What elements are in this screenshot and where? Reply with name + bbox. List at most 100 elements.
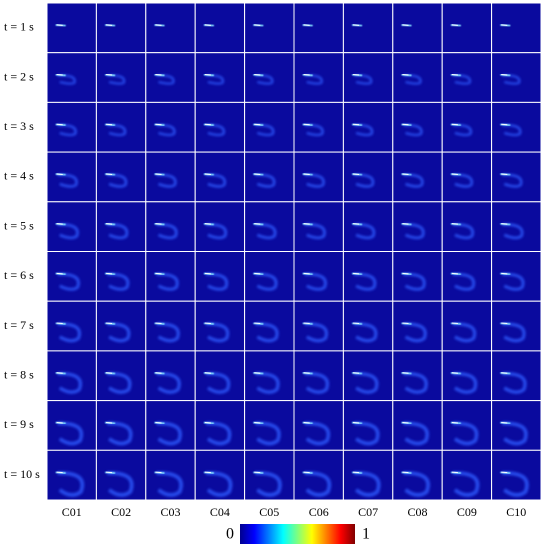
plume-tip — [402, 123, 409, 126]
plume-tip — [303, 123, 310, 126]
plume-arc — [57, 223, 79, 240]
plume-arc — [57, 471, 85, 497]
plume-arc — [403, 74, 422, 85]
plume-arc — [304, 322, 328, 343]
plume-tip — [303, 272, 310, 275]
plume-tip — [155, 223, 162, 225]
plume-tip — [155, 173, 162, 175]
plume-arc — [304, 272, 327, 291]
plume-tip — [451, 24, 458, 26]
plume-arc — [107, 372, 132, 394]
heatmap-cell — [95, 2, 147, 54]
plume-tip — [254, 74, 261, 76]
plume-tip — [402, 272, 409, 275]
heatmap-cell — [293, 2, 344, 54]
plume-arc — [255, 173, 276, 188]
plume-tip — [106, 24, 113, 26]
plume-arc — [403, 322, 427, 343]
plume-tip — [155, 421, 162, 424]
plume-tip — [254, 421, 261, 424]
plume-tip — [353, 74, 360, 76]
plume-tip — [501, 421, 508, 424]
heatmap-cell — [194, 2, 246, 54]
plume-arc — [156, 123, 176, 137]
plume-arc — [354, 123, 374, 137]
plume-arc — [107, 223, 129, 240]
plume-arc — [57, 322, 81, 343]
plume-arc — [205, 322, 230, 343]
plume-arc — [403, 173, 424, 188]
plume-arc — [205, 421, 232, 446]
plume-tip — [501, 322, 508, 325]
plume-arc — [304, 223, 326, 240]
plume-arc — [403, 123, 423, 137]
plume-arc — [107, 471, 134, 497]
plume-tip — [353, 123, 360, 126]
plume-tip — [451, 173, 458, 175]
plume-tip — [353, 372, 360, 374]
plume-tip — [106, 272, 113, 275]
plume-arc — [354, 173, 375, 188]
plume-tip — [254, 272, 261, 275]
column-label: C07 — [358, 505, 378, 519]
plume-arc — [354, 372, 379, 394]
plume-arc — [255, 223, 277, 240]
plume-arc — [354, 471, 381, 497]
plume-tip — [56, 24, 63, 26]
heatmap-cell — [441, 2, 493, 54]
plume-arc — [403, 223, 425, 240]
row-label: t = 7 s — [4, 318, 34, 332]
plume-tip — [155, 24, 162, 26]
plume-tip — [501, 372, 508, 374]
plume-arc — [502, 471, 529, 497]
plume-tip — [501, 173, 508, 175]
plume-arc — [255, 74, 274, 85]
heatmap-cell — [491, 201, 542, 253]
plume-tip — [204, 471, 211, 474]
plume-tip — [56, 123, 63, 126]
column-label: C03 — [160, 505, 180, 519]
plume-tip — [303, 421, 310, 424]
plume-tip — [56, 471, 63, 474]
colorbar-tick-label: 1 — [362, 526, 370, 543]
heatmap-cell — [46, 2, 97, 54]
plume-tip — [106, 74, 113, 76]
column-label: C06 — [309, 505, 329, 519]
plume-tip — [303, 74, 310, 76]
plume-arc — [107, 123, 127, 137]
plume-tip — [451, 471, 458, 474]
plume-tip — [254, 123, 261, 126]
heatmap-cell — [342, 2, 394, 54]
plume-arc — [403, 471, 430, 497]
plume-arc — [107, 272, 130, 291]
row-label: t = 8 s — [4, 368, 34, 382]
row-label: t = 1 s — [4, 20, 34, 34]
plume-tip — [451, 123, 458, 126]
plume-tip — [451, 74, 458, 76]
plume-arc — [156, 471, 183, 497]
plume-arc — [205, 173, 227, 188]
plume-arc — [502, 123, 522, 137]
row-label: t = 3 s — [4, 119, 34, 133]
column-label: C08 — [407, 505, 427, 519]
plume-tip — [402, 322, 409, 325]
plume-tip — [353, 24, 360, 26]
heatmap-cell — [491, 2, 542, 54]
plume-tip — [353, 272, 360, 275]
plume-arc — [502, 173, 523, 188]
plume-tip — [451, 223, 458, 225]
row-label: t = 9 s — [4, 417, 34, 431]
heatmap-cell — [244, 2, 295, 54]
plume-arc — [255, 421, 281, 446]
plume-tip — [106, 421, 113, 424]
plume-arc — [205, 123, 226, 137]
column-label: C02 — [111, 505, 131, 519]
plume-tip — [56, 74, 63, 76]
plume-arc — [304, 173, 325, 188]
plume-arc — [57, 123, 77, 137]
plume-tip — [204, 123, 211, 126]
plume-tip — [501, 74, 508, 76]
plume-tip — [204, 223, 211, 225]
plume-arc — [156, 372, 181, 394]
plume-arc — [156, 173, 177, 188]
